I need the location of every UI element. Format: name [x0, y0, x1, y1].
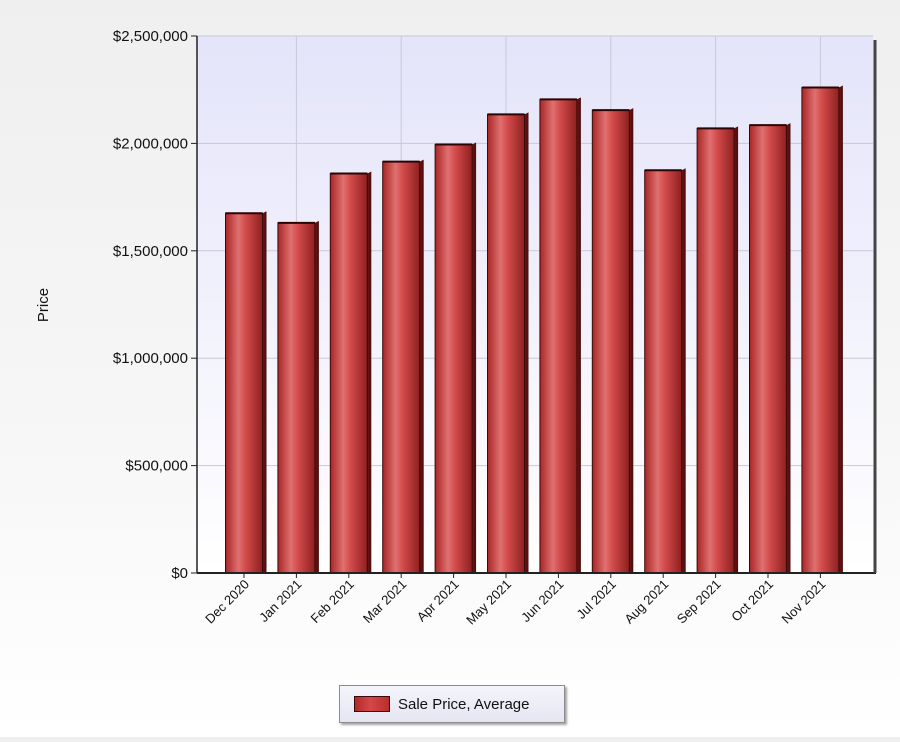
- y-axis-label: Price: [35, 288, 52, 322]
- x-tick-label: Mar 2021: [360, 577, 409, 626]
- x-tick-label: Jan 2021: [256, 577, 304, 625]
- bar: [539, 97, 581, 574]
- bar-side: [314, 220, 319, 573]
- bar: [749, 123, 791, 574]
- bar-side: [838, 85, 843, 573]
- x-tick-label: Nov 2021: [779, 577, 829, 627]
- bar-body: [382, 161, 421, 574]
- x-tick-label: Oct 2021: [728, 577, 776, 625]
- bar-body: [539, 98, 578, 574]
- bar: [225, 211, 267, 574]
- bar: [382, 159, 424, 574]
- bar-body: [225, 212, 263, 574]
- bar: [329, 171, 372, 574]
- x-tick-label: Apr 2021: [414, 577, 462, 625]
- bar-body: [487, 113, 525, 574]
- y-tick-label: $1,500,000: [113, 243, 188, 260]
- y-tick-label: $500,000: [125, 458, 188, 475]
- x-tick-labels: Dec 2020 Jan 2021 Feb 2021 Mar 2021 Apr 2021…: [202, 573, 829, 628]
- bar-side: [367, 171, 372, 574]
- y-tick-label: $2,500,000: [113, 28, 188, 45]
- x-tick-label: Feb 2021: [307, 577, 356, 626]
- x-tick-label: Jun 2021: [518, 577, 566, 625]
- x-tick-label: May 2021: [463, 577, 514, 628]
- bar: [644, 168, 686, 574]
- bar-body: [434, 143, 473, 574]
- bar-side: [419, 159, 424, 573]
- bars: [225, 85, 843, 574]
- bar: [591, 108, 634, 574]
- bar-body: [277, 222, 316, 574]
- x-tick-label: Aug 2021: [621, 577, 671, 627]
- bar-side: [524, 112, 529, 573]
- x-tick-label: Dec 2020: [202, 577, 252, 627]
- y-tick-label: $0: [171, 565, 188, 582]
- bar-body: [644, 169, 683, 574]
- y-tick-label: $2,000,000: [113, 135, 188, 152]
- x-tick-label: Sep 2021: [674, 577, 724, 627]
- bar: [696, 126, 739, 574]
- y-tick-labels: $0 $500,000 $1,000,000 $1,500,000 $2,000,000…: [113, 28, 197, 582]
- bar-body: [329, 172, 368, 574]
- bar-side: [681, 168, 686, 573]
- bar-body: [801, 87, 840, 574]
- legend-label: Sale Price, Average: [398, 695, 530, 713]
- bar-side: [629, 108, 634, 573]
- legend: Sale Price, Average: [339, 685, 565, 723]
- bar-side: [472, 142, 477, 573]
- bar: [801, 85, 843, 574]
- bar: [277, 220, 319, 574]
- bar: [487, 112, 529, 574]
- legend-swatch: [354, 696, 390, 712]
- bar-side: [786, 123, 791, 573]
- bar-body: [749, 124, 787, 574]
- bar: [434, 142, 477, 574]
- bar-body: [696, 127, 735, 574]
- bar-side: [262, 211, 267, 573]
- y-tick-label: $1,000,000: [113, 350, 188, 367]
- axes: [196, 36, 877, 574]
- bar-body: [591, 109, 630, 574]
- x-tick-label: Jul 2021: [574, 577, 619, 622]
- bar-side: [734, 126, 739, 573]
- bar-side: [576, 97, 581, 573]
